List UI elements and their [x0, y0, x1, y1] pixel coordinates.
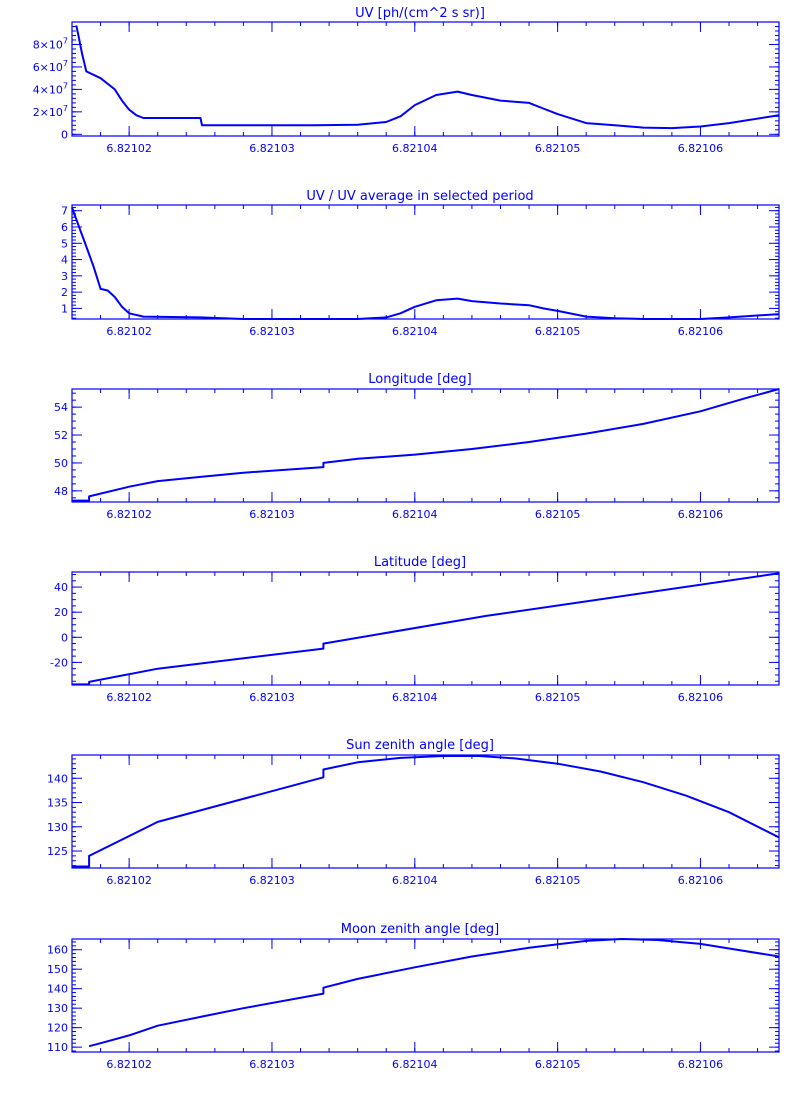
- x-tick-label: 6.82104: [392, 142, 438, 155]
- y-tick-label: 54: [54, 401, 68, 414]
- y-tick-label: 140: [47, 772, 68, 785]
- y-tick-label: -20: [50, 656, 68, 669]
- y-tick-label: 0: [61, 631, 68, 644]
- panel-longitude: Longitude [deg] 6.82102 6.82103 6.82104 6.8…: [54, 372, 780, 521]
- x-tick-label: 6.82103: [249, 874, 295, 887]
- y-tick-label: 130: [47, 821, 68, 834]
- panel-title: Latitude [deg]: [374, 555, 466, 570]
- plot-frame: [71, 388, 780, 503]
- y-tick-label: 3: [61, 270, 68, 283]
- y-tick-label: 48: [54, 485, 68, 498]
- y-tick-label: 8×107: [33, 36, 68, 51]
- y-tick-label: 2: [61, 286, 68, 299]
- y-tick-label: 4: [61, 254, 68, 267]
- panel-sun-zenith: Sun zenith angle [deg] 6.82102 6.82103 6.8…: [47, 738, 780, 887]
- y-tick-label: 40: [54, 581, 68, 594]
- panel-latitude: Latitude [deg] 6.82102 6.82103 6.82104 6.82…: [50, 555, 780, 704]
- x-tick-label: 6.82106: [678, 874, 724, 887]
- x-tick-label: 6.82102: [106, 325, 152, 338]
- x-tick-label: 6.82104: [392, 1058, 438, 1071]
- panel-title: Longitude [deg]: [368, 372, 471, 387]
- y-tick-label: 1: [61, 302, 68, 315]
- panel-moon-zenith: Moon zenith angle [deg] 6.82102 6.82103 6.…: [47, 922, 780, 1071]
- y-tick-label: 160: [47, 944, 68, 957]
- panel-title: UV / UV average in selected period: [306, 189, 533, 204]
- x-tick-label: 6.82106: [678, 508, 724, 521]
- plot-frame: [71, 571, 780, 686]
- x-tick-label: 6.82103: [249, 691, 295, 704]
- x-tick-label: 6.82102: [106, 691, 152, 704]
- x-tick-label: 6.82102: [106, 508, 152, 521]
- series-line: [72, 572, 780, 686]
- y-tick-exponent: 7: [63, 104, 68, 113]
- y-tick-exponent: 7: [63, 81, 68, 90]
- y-tick-label: 140: [47, 983, 68, 996]
- x-tick-label: 6.82105: [535, 508, 581, 521]
- y-tick-label: 0: [61, 128, 68, 141]
- y-tick-label: 130: [47, 1002, 68, 1015]
- x-tick-label: 6.82102: [106, 142, 152, 155]
- y-tick-label: 125: [47, 845, 68, 858]
- panel-uv: UV [ph/(cm^2 s sr)] 6.82102 6.82103 6.8210…: [33, 6, 780, 155]
- y-tick-label: 5: [61, 237, 68, 250]
- x-tick-label: 6.82106: [678, 691, 724, 704]
- y-tick-label: 120: [47, 1022, 68, 1035]
- plot-frame: [71, 21, 780, 137]
- y-tick-label: 20: [54, 606, 68, 619]
- y-tick-label: 110: [47, 1041, 68, 1054]
- series-line: [88, 938, 780, 1048]
- x-tick-label: 6.82106: [678, 142, 724, 155]
- panel-title: Sun zenith angle [deg]: [346, 738, 494, 753]
- x-tick-label: 6.82105: [535, 142, 581, 155]
- x-tick-label: 6.82102: [106, 1058, 152, 1071]
- series-line: [75, 25, 780, 130]
- panel-title: Moon zenith angle [deg]: [341, 922, 499, 937]
- y-tick-exponent: 7: [63, 36, 68, 45]
- plot-frame: [71, 938, 780, 1053]
- y-tick-exponent: 7: [63, 59, 68, 68]
- y-tick-label: 6: [61, 221, 68, 234]
- x-tick-label: 6.82105: [535, 874, 581, 887]
- x-tick-label: 6.82106: [678, 325, 724, 338]
- x-tick-label: 6.82103: [249, 142, 295, 155]
- plot-frame: [71, 754, 780, 869]
- series-line: [72, 388, 780, 502]
- x-tick-label: 6.82104: [392, 691, 438, 704]
- x-tick-label: 6.82104: [392, 325, 438, 338]
- panel-title: UV [ph/(cm^2 s sr)]: [355, 6, 485, 21]
- y-tick-label: 6×107: [33, 59, 68, 74]
- x-tick-label: 6.82103: [249, 325, 295, 338]
- x-tick-label: 6.82104: [392, 508, 438, 521]
- plot-frame: [71, 204, 780, 320]
- y-tick-label: 135: [47, 797, 68, 810]
- y-tick-label: 150: [47, 963, 68, 976]
- x-tick-label: 6.82105: [535, 1058, 581, 1071]
- y-tick-label: 50: [54, 457, 68, 470]
- y-tick-label: 2×107: [33, 104, 68, 119]
- x-tick-label: 6.82102: [106, 874, 152, 887]
- x-tick-label: 6.82105: [535, 325, 581, 338]
- series-line: [72, 755, 780, 868]
- x-tick-label: 6.82104: [392, 874, 438, 887]
- y-tick-label: 7: [61, 205, 68, 218]
- x-tick-label: 6.82106: [678, 1058, 724, 1071]
- y-tick-label: 52: [54, 429, 68, 442]
- x-tick-label: 6.82103: [249, 508, 295, 521]
- x-tick-label: 6.82105: [535, 691, 581, 704]
- series-line: [71, 207, 780, 320]
- panel-uv-ratio: UV / UV average in selected period 6.821…: [61, 189, 780, 338]
- y-tick-label: 4×107: [33, 81, 68, 96]
- x-tick-label: 6.82103: [249, 1058, 295, 1071]
